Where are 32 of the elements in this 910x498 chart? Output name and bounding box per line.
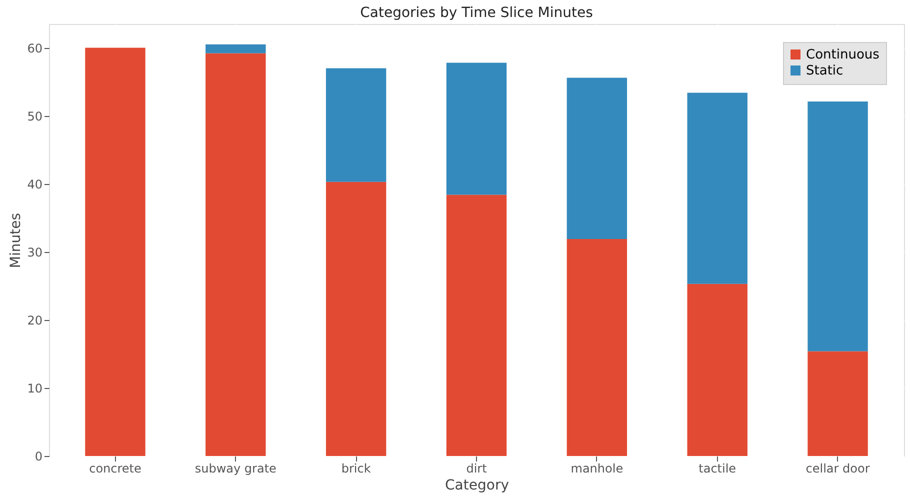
y-axis-title: Minutes (8, 212, 24, 268)
x-tick-label: brick (341, 462, 371, 476)
bar (808, 102, 868, 352)
y-tick-label: 0 (34, 450, 42, 464)
y-tick-label: 30 (27, 245, 42, 260)
legend-label: Continuous (806, 48, 880, 62)
y-tick-label: 20 (27, 313, 42, 328)
bar (206, 53, 266, 456)
legend-label: Static (806, 64, 844, 78)
bar (566, 238, 628, 456)
y-tick-label: 40 (27, 177, 42, 192)
x-tick-label: cellar door (806, 462, 870, 476)
bar (326, 68, 386, 182)
bar (326, 182, 386, 456)
chart-title: Categories by Time Slice Minutes (360, 5, 593, 21)
bar (687, 284, 748, 456)
y-tick-label: 50 (27, 109, 42, 124)
x-tick-label: subway grate (194, 462, 276, 476)
x-tick-label: tactile (698, 462, 736, 476)
x-tick-label: dirt (466, 462, 488, 476)
bar (808, 351, 868, 456)
bar (687, 92, 748, 284)
bar (566, 78, 628, 239)
x-tick-label: manhole (570, 462, 624, 476)
bar (85, 48, 146, 456)
bar (446, 62, 507, 195)
bar (446, 194, 507, 456)
y-tick-label: 60 (27, 41, 42, 56)
y-tick-label: 10 (27, 381, 42, 396)
x-tick-label: concrete (89, 462, 142, 476)
x-axis-title: Category (445, 478, 509, 494)
bar (206, 44, 266, 54)
